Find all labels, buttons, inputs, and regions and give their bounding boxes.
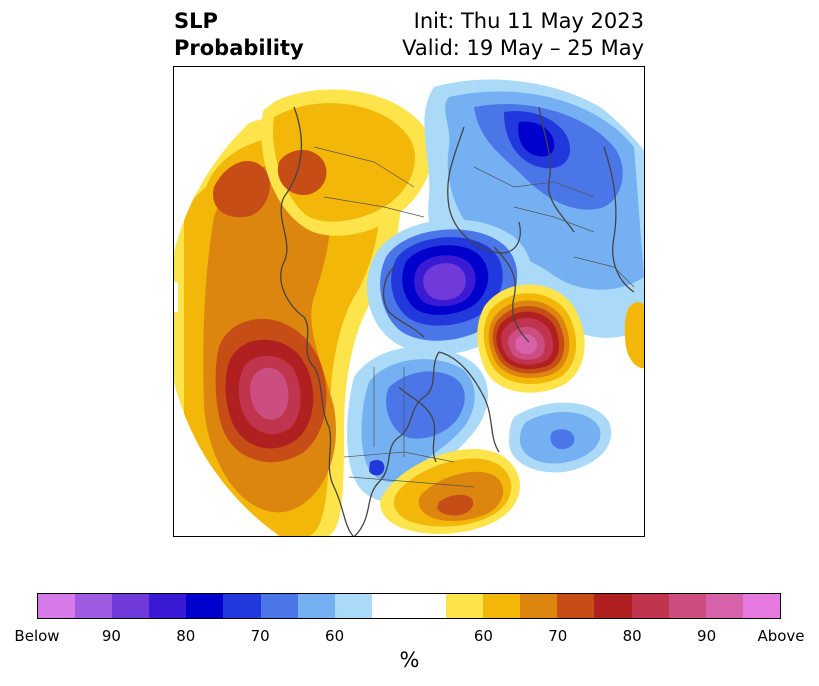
colorbar-tick-label: 70: [250, 627, 270, 645]
colorbar-tick-label: 80: [622, 627, 642, 645]
colorbar-tick-label: 90: [697, 627, 717, 645]
colorbar-cell: [483, 594, 521, 618]
probability-map: [174, 67, 644, 536]
colorbar-cell: [75, 594, 113, 618]
above-normal-greenland: [477, 284, 585, 393]
colorbar-cell: [631, 594, 669, 618]
colorbar-cell: [594, 594, 632, 618]
above-normal-siberia: [261, 89, 433, 236]
below-normal-north-america: [347, 346, 488, 502]
colorbar-cell: [223, 594, 261, 618]
coastlines: [280, 106, 635, 536]
colorbar-labels: Below 90 80 70 60 60 70 80 90 Above: [14, 627, 804, 647]
below-normal-europe: [424, 79, 644, 338]
colorbar-cell: [557, 594, 595, 618]
colorbar-cell: [112, 594, 150, 618]
above-normal-pacific: [174, 115, 401, 536]
colorbar-cell: [38, 594, 76, 618]
colorbar-tick-label: Below: [14, 627, 60, 645]
colorbar-tick-label: 70: [548, 627, 568, 645]
colorbar-cell: [668, 594, 706, 618]
colorbar-tick-label: 60: [473, 627, 493, 645]
colorbar-cell: [186, 594, 224, 618]
colorbar-cell: [334, 594, 372, 618]
colorbar-cell: [297, 594, 335, 618]
colorbar-tick-label: Above: [757, 627, 805, 645]
init-date: Init: Thu 11 May 2023: [413, 9, 644, 33]
colorbar-tick-label: 60: [325, 627, 345, 645]
colorbar-cell: [705, 594, 743, 618]
title-variable: SLP: [174, 9, 218, 33]
colorbar-cell: [260, 594, 298, 618]
title-metric: Probability: [174, 36, 304, 60]
colorbar-cell: [149, 594, 187, 618]
below-normal-atlantic: [509, 402, 612, 473]
colorbar: [37, 593, 781, 619]
colorbar-cell: [371, 594, 409, 618]
colorbar-cell: [742, 594, 780, 618]
colorbar-tick-label: 80: [176, 627, 196, 645]
map-edge-gap: [174, 282, 178, 312]
map-panel: [173, 66, 645, 537]
colorbar-unit: %: [399, 648, 420, 672]
title-left: SLP Probability: [174, 8, 304, 62]
valid-range: Valid: 19 May – 25 May: [402, 36, 644, 60]
colorbar-cell: [520, 594, 558, 618]
colorbar-cell: [446, 594, 484, 618]
colorbar-cell: [408, 594, 447, 618]
above-normal-europe-edge: [624, 302, 644, 369]
colorbar-tick-label: 90: [101, 627, 121, 645]
title-right: Init: Thu 11 May 2023 Valid: 19 May – 25…: [402, 8, 644, 62]
borders: [313, 146, 635, 488]
